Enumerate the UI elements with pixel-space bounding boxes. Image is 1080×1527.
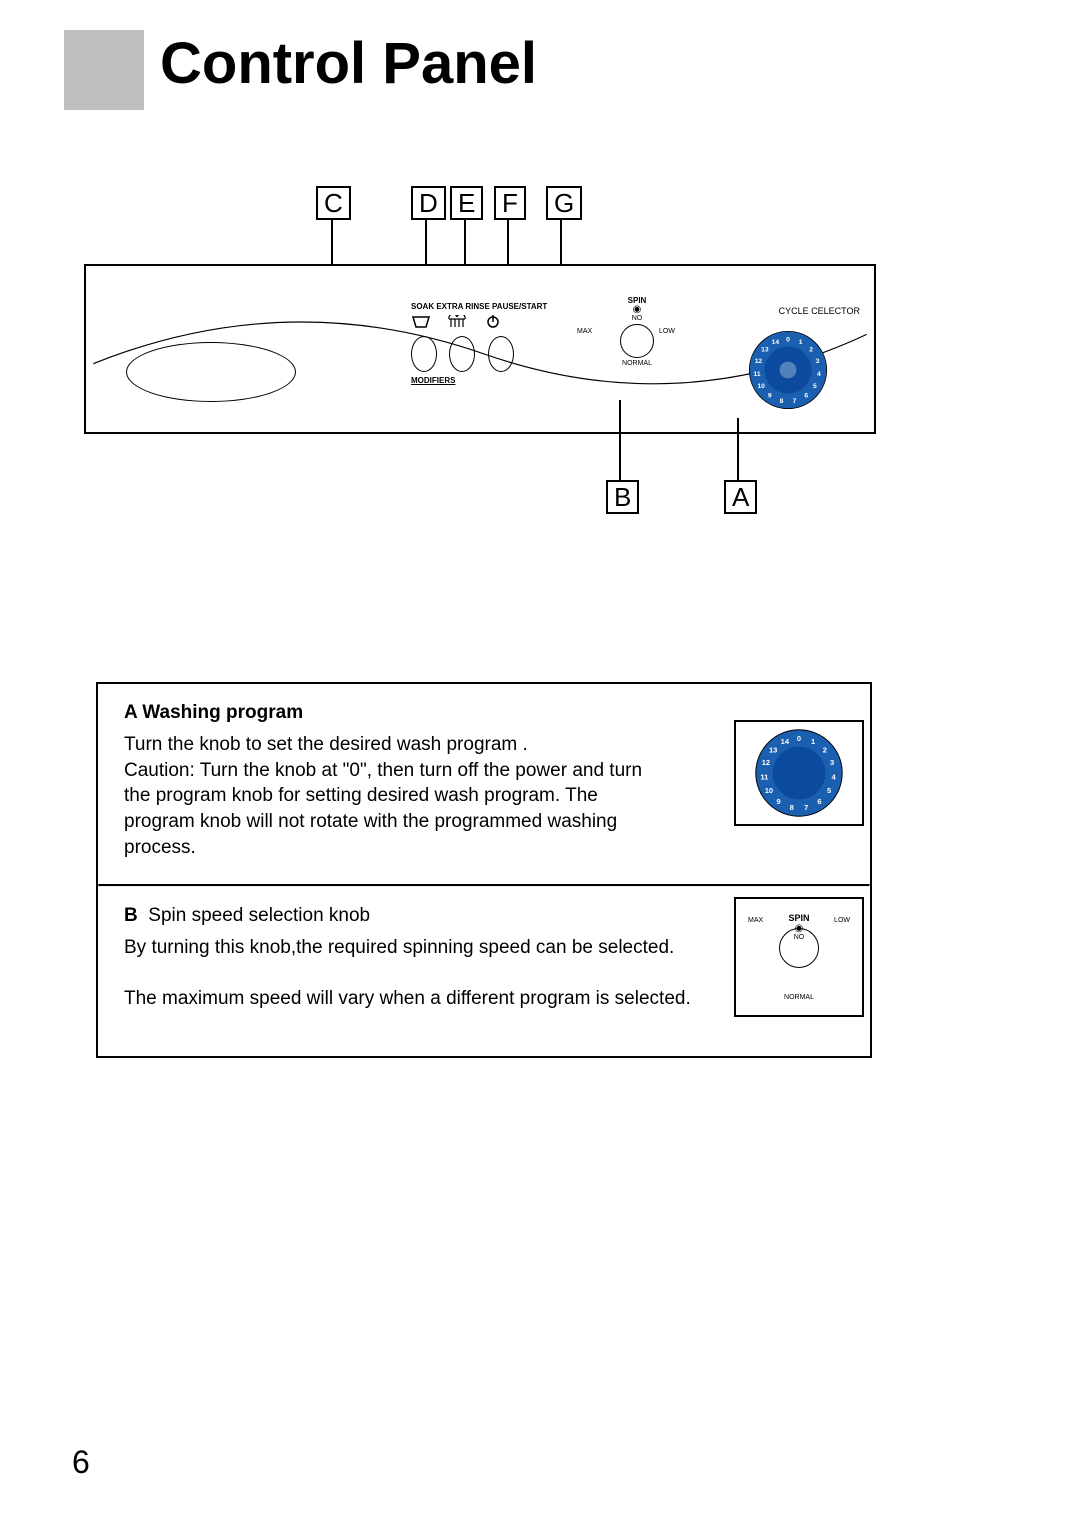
cycle-selector-dial[interactable]: 01234567891011121314 (746, 328, 830, 412)
spin-low-label: LOW (659, 328, 675, 335)
svg-text:13: 13 (769, 746, 777, 755)
svg-text:11: 11 (754, 371, 761, 378)
svg-text:4: 4 (817, 371, 821, 378)
section-b-letter: B (124, 905, 138, 926)
section-a-line1: Turn the knob to set the desired wash pr… (124, 734, 528, 755)
spin-icon: ◉ (597, 305, 677, 315)
svg-text:9: 9 (768, 393, 772, 400)
modifier-buttons (411, 336, 591, 372)
callout-f: F (494, 186, 526, 220)
section-a: A Washing program Turn the knob to set t… (98, 684, 870, 884)
svg-text:3: 3 (816, 358, 820, 365)
svg-text:0: 0 (797, 734, 801, 743)
svg-text:12: 12 (762, 758, 770, 767)
svg-text:5: 5 (827, 786, 831, 795)
callout-e: E (450, 186, 483, 220)
callout-c: C (316, 186, 351, 220)
section-a-body: Turn the knob to set the desired wash pr… (124, 732, 654, 860)
spin-normal-label: NORMAL (597, 360, 677, 367)
thumb-spin-max: MAX (748, 917, 763, 924)
svg-text:11: 11 (760, 772, 768, 781)
thumb-spin-no: NO (736, 934, 862, 941)
svg-text:1: 1 (799, 339, 803, 346)
modifier-icons (411, 313, 591, 332)
svg-text:9: 9 (776, 797, 780, 806)
thumbnail-cycle-dial: 01234567891011121314 (734, 720, 864, 826)
svg-text:5: 5 (813, 383, 817, 390)
svg-text:7: 7 (793, 398, 797, 405)
pause-start-button[interactable] (488, 336, 514, 372)
svg-text:3: 3 (830, 758, 834, 767)
section-b-body: By turning this knob,the required spinni… (124, 935, 704, 1012)
leader-b (619, 400, 621, 480)
section-b-line2: The maximum speed will vary when a diffe… (124, 988, 691, 1009)
svg-text:6: 6 (804, 393, 808, 400)
svg-text:13: 13 (761, 347, 769, 354)
thumb-spin-low: LOW (834, 917, 850, 924)
leader-g-v (560, 218, 562, 266)
svg-text:14: 14 (781, 737, 790, 746)
thumbnail-spin-knob: SPIN ◉ NO MAX LOW NORMAL (734, 897, 864, 1017)
page-title: Control Panel (160, 30, 537, 97)
spin-group: SPIN ◉ NO MAX LOW NORMAL (597, 296, 677, 367)
callout-d: D (411, 186, 446, 220)
section-b-line1: By turning this knob,the required spinni… (124, 937, 674, 958)
modifiers-group: SOAK EXTRA RINSE PAUSE/START MODIFIERS (411, 302, 591, 385)
leader-a (737, 418, 739, 480)
spin-max-label: MAX (577, 328, 592, 335)
modifier-labels: SOAK EXTRA RINSE PAUSE/START (411, 302, 591, 311)
extra-rinse-button[interactable] (449, 336, 475, 372)
svg-text:10: 10 (765, 786, 773, 795)
cycle-selector-label: CYCLE CELECTOR (779, 306, 860, 316)
thumb-spin-normal: NORMAL (736, 994, 862, 1001)
section-b-title: Spin speed selection knob (148, 905, 370, 926)
callout-g: G (546, 186, 582, 220)
svg-text:0: 0 (786, 336, 790, 343)
svg-text:10: 10 (757, 383, 765, 390)
soak-icon (411, 315, 431, 329)
description-box: A Washing program Turn the knob to set t… (96, 682, 872, 1058)
svg-text:12: 12 (755, 358, 763, 365)
detergent-drawer-icon (126, 342, 296, 402)
extra-rinse-icon (447, 315, 467, 329)
svg-text:8: 8 (790, 803, 794, 812)
svg-text:1: 1 (811, 737, 815, 746)
section-b: B Spin speed selection knob By turning t… (98, 887, 870, 1056)
control-panel-diagram: SOAK EXTRA RINSE PAUSE/START MODIFIERS S… (84, 264, 876, 434)
section-a-caution-label: Caution: (124, 760, 195, 781)
callout-a: A (724, 480, 757, 514)
svg-text:8: 8 (780, 398, 784, 405)
power-icon (485, 313, 501, 329)
thumb-spin-icon: ◉ (736, 923, 862, 934)
modifiers-caption: MODIFIERS (411, 376, 591, 385)
svg-text:7: 7 (804, 803, 808, 812)
spin-no-label: NO (597, 315, 677, 322)
callout-b: B (606, 480, 639, 514)
page-number: 6 (72, 1444, 90, 1481)
svg-text:2: 2 (823, 746, 827, 755)
svg-text:6: 6 (817, 797, 821, 806)
svg-text:2: 2 (809, 347, 813, 354)
svg-text:14: 14 (772, 339, 780, 346)
section-a-caution-text: Turn the knob at "0", then turn off the … (124, 760, 642, 858)
header-square (64, 30, 144, 110)
soak-button[interactable] (411, 336, 437, 372)
cycle-dial-thumb-svg: 01234567891011121314 (752, 726, 846, 820)
spin-knob[interactable] (620, 324, 654, 358)
